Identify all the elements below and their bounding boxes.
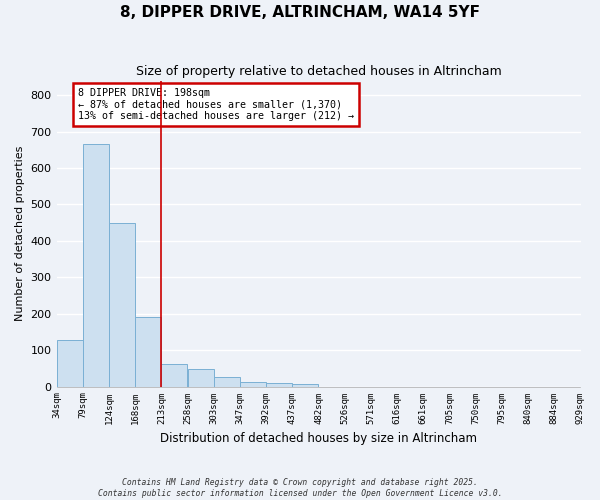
Text: 8 DIPPER DRIVE: 198sqm
← 87% of detached houses are smaller (1,370)
13% of semi-: 8 DIPPER DRIVE: 198sqm ← 87% of detached…	[77, 88, 353, 122]
X-axis label: Distribution of detached houses by size in Altrincham: Distribution of detached houses by size …	[160, 432, 477, 445]
Text: 8, DIPPER DRIVE, ALTRINCHAM, WA14 5YF: 8, DIPPER DRIVE, ALTRINCHAM, WA14 5YF	[120, 5, 480, 20]
Bar	[214, 376, 240, 386]
Bar	[292, 384, 319, 386]
Title: Size of property relative to detached houses in Altrincham: Size of property relative to detached ho…	[136, 65, 502, 78]
Bar	[240, 382, 266, 386]
Bar	[83, 144, 109, 386]
Text: Contains HM Land Registry data © Crown copyright and database right 2025.
Contai: Contains HM Land Registry data © Crown c…	[98, 478, 502, 498]
Bar	[188, 370, 214, 386]
Bar	[266, 383, 292, 386]
Y-axis label: Number of detached properties: Number of detached properties	[15, 146, 25, 321]
Bar	[56, 340, 83, 386]
Bar	[109, 222, 135, 386]
Bar	[135, 318, 161, 386]
Bar	[161, 364, 187, 386]
